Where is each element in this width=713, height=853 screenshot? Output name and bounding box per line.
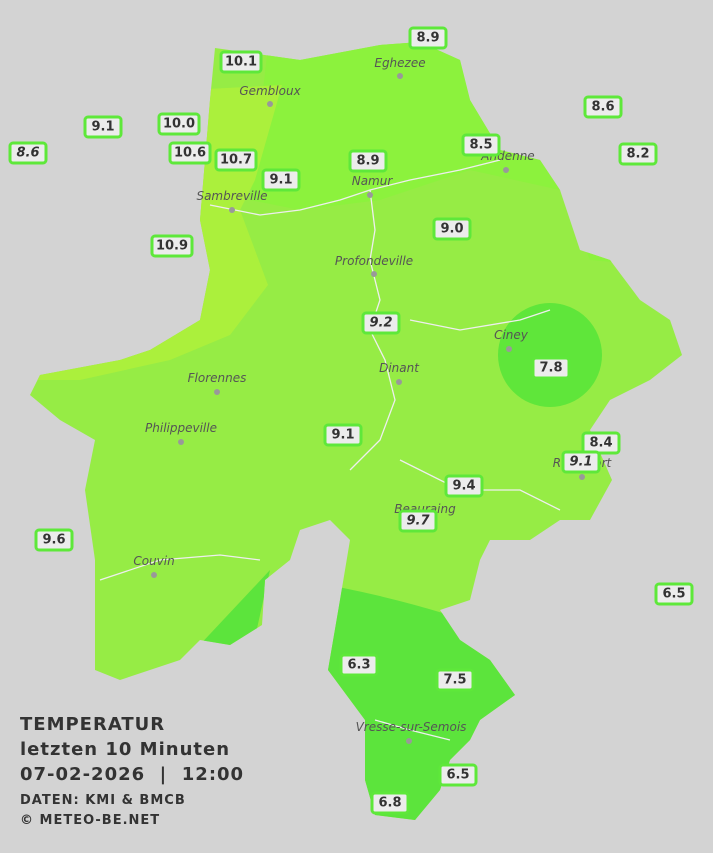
station-temp: 9.7 xyxy=(406,514,430,529)
station-box xyxy=(157,112,201,136)
station-box xyxy=(214,148,258,172)
station-box xyxy=(361,311,401,335)
station-box xyxy=(618,142,658,166)
station-box xyxy=(348,149,388,173)
city-dot xyxy=(367,192,373,198)
station-box xyxy=(432,217,472,241)
station-temp: 9.4 xyxy=(452,479,475,494)
station-temp: 9.0 xyxy=(440,222,463,237)
city-dot xyxy=(406,738,412,744)
city-name: Sambreville xyxy=(196,189,267,203)
station-box xyxy=(408,26,448,50)
station-temp: 10.9 xyxy=(156,239,188,254)
station-box xyxy=(438,763,478,787)
station-box xyxy=(654,582,694,606)
station-temp: 8.4 xyxy=(589,436,612,451)
station-box xyxy=(8,141,48,165)
city-name: Dinant xyxy=(379,361,420,375)
station-temp: 10.6 xyxy=(174,146,206,161)
city-name: Profondeville xyxy=(335,254,413,268)
station-temp: 8.6 xyxy=(16,146,39,161)
station-temp: 6.8 xyxy=(378,796,401,811)
station-box xyxy=(435,668,475,692)
city-dot xyxy=(229,207,235,213)
city-name: Gembloux xyxy=(239,84,301,98)
station-box xyxy=(561,450,601,474)
station-box xyxy=(34,528,74,552)
station-temp: 9.1 xyxy=(569,455,592,470)
stations: 8.9 10.1 8.6 9.1 10.0 8.6 10.6 10.7 8.9 8.5 8.2 9.1… xyxy=(8,26,694,815)
station-temp: 6.5 xyxy=(446,768,469,783)
station-box xyxy=(83,115,123,139)
city-name: Florennes xyxy=(188,371,247,385)
station-temp: 8.6 xyxy=(591,100,614,115)
station-box xyxy=(219,50,263,74)
station-box xyxy=(168,141,212,165)
station-box xyxy=(461,133,501,157)
city-name: Ciney xyxy=(494,328,529,342)
station-temp: 8.2 xyxy=(626,147,649,162)
title: TEMPERATUR xyxy=(20,714,165,735)
station-box xyxy=(150,234,194,258)
station-temp: 9.6 xyxy=(42,533,65,548)
station-temp: 6.5 xyxy=(662,587,685,602)
station-temp: 8.9 xyxy=(356,154,379,169)
station-box xyxy=(581,431,621,455)
station-temp: 8.9 xyxy=(416,31,439,46)
city-dot xyxy=(267,101,273,107)
station-box xyxy=(398,509,438,533)
city-dot xyxy=(579,474,585,480)
subtitle: letzten 10 Minuten xyxy=(20,739,230,760)
station-temp: 9.1 xyxy=(269,173,292,188)
station-temp: 10.0 xyxy=(163,117,195,132)
station-temp: 9.2 xyxy=(369,316,392,331)
city-dot xyxy=(397,73,403,79)
city-dot xyxy=(396,379,402,385)
station-box xyxy=(339,653,379,677)
city-name: Namur xyxy=(352,174,394,188)
city-dot xyxy=(503,167,509,173)
city-name: Philippeville xyxy=(145,421,217,435)
station-temp: 8.5 xyxy=(469,138,492,153)
city-dot xyxy=(506,346,512,352)
station-temp: 6.3 xyxy=(347,658,370,673)
station-box xyxy=(370,791,410,815)
datetime: 07-02-2026 | 12:00 xyxy=(20,764,244,785)
city-name: Couvin xyxy=(133,554,174,568)
station-temp: 9.1 xyxy=(331,428,354,443)
city-dot xyxy=(151,572,157,578)
station-box xyxy=(323,423,363,447)
station-box xyxy=(583,95,623,119)
station-temp: 7.8 xyxy=(539,361,562,376)
station-box xyxy=(261,168,301,192)
station-box xyxy=(444,474,484,498)
copyright: © METEO-BE.NET xyxy=(20,813,160,828)
city-dot xyxy=(371,271,377,277)
city-dot xyxy=(178,439,184,445)
station-temp: 9.1 xyxy=(91,120,114,135)
station-temp: 10.1 xyxy=(225,55,257,70)
station-box xyxy=(531,356,571,380)
source: DATEN: KMI & BMCB xyxy=(20,793,186,808)
station-temp: 7.5 xyxy=(443,673,466,688)
city-name: Vresse-sur-Semois xyxy=(356,720,467,734)
station-temp: 10.7 xyxy=(220,153,252,168)
city-name: Eghezee xyxy=(374,56,425,70)
city-dot xyxy=(214,389,220,395)
